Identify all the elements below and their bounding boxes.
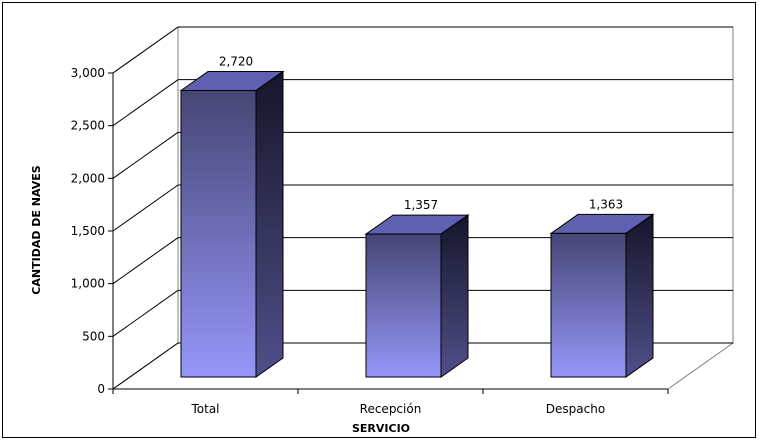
y-axis-title: CANTIDAD DE NAVES: [30, 165, 43, 294]
bar-front-face: [365, 233, 442, 378]
y-tick-label: 500: [82, 329, 105, 343]
bar-front-face: [180, 89, 257, 378]
bar: [549, 213, 655, 378]
y-tick-label: 3,000: [71, 66, 105, 80]
data-label: 1,357: [404, 198, 438, 212]
y-tick-label: 0: [97, 382, 105, 396]
data-label: 2,720: [219, 54, 253, 68]
y-tick-label: 2,500: [71, 119, 105, 133]
x-axis-title: SERVICIO: [352, 422, 410, 435]
bar-side-face: [255, 70, 284, 378]
data-labels: 2,720 1,357 1,363: [219, 54, 623, 212]
gridline-diagonal: [112, 342, 179, 390]
bar: [364, 214, 470, 378]
bars: [179, 70, 655, 378]
bar-side-face: [625, 213, 654, 378]
x-category-label: Despacho: [546, 402, 605, 416]
gridline-diagonal: [112, 289, 179, 337]
y-tick-label: 2,000: [71, 171, 105, 185]
y-tick-label: 1,000: [71, 277, 105, 291]
y-tick-label: 1,500: [71, 224, 105, 238]
y-axis-ticks: 0 500 1,000 1,500 2,000 2,500 3,000: [71, 66, 113, 396]
x-category-label: Recepción: [360, 402, 422, 416]
bar-side-face: [440, 214, 469, 378]
data-label: 1,363: [589, 197, 623, 211]
gridline-diagonal: [112, 26, 179, 74]
gridline-diagonal: [112, 237, 179, 285]
gridline-diagonal: [112, 79, 179, 127]
bar-front-face: [550, 232, 627, 378]
gridline-diagonal: [112, 131, 179, 179]
x-axis-categories: Total Recepción Despacho: [190, 402, 605, 416]
x-category-label: Total: [190, 402, 219, 416]
bar: [179, 70, 285, 378]
gridline-diagonal: [112, 184, 179, 232]
